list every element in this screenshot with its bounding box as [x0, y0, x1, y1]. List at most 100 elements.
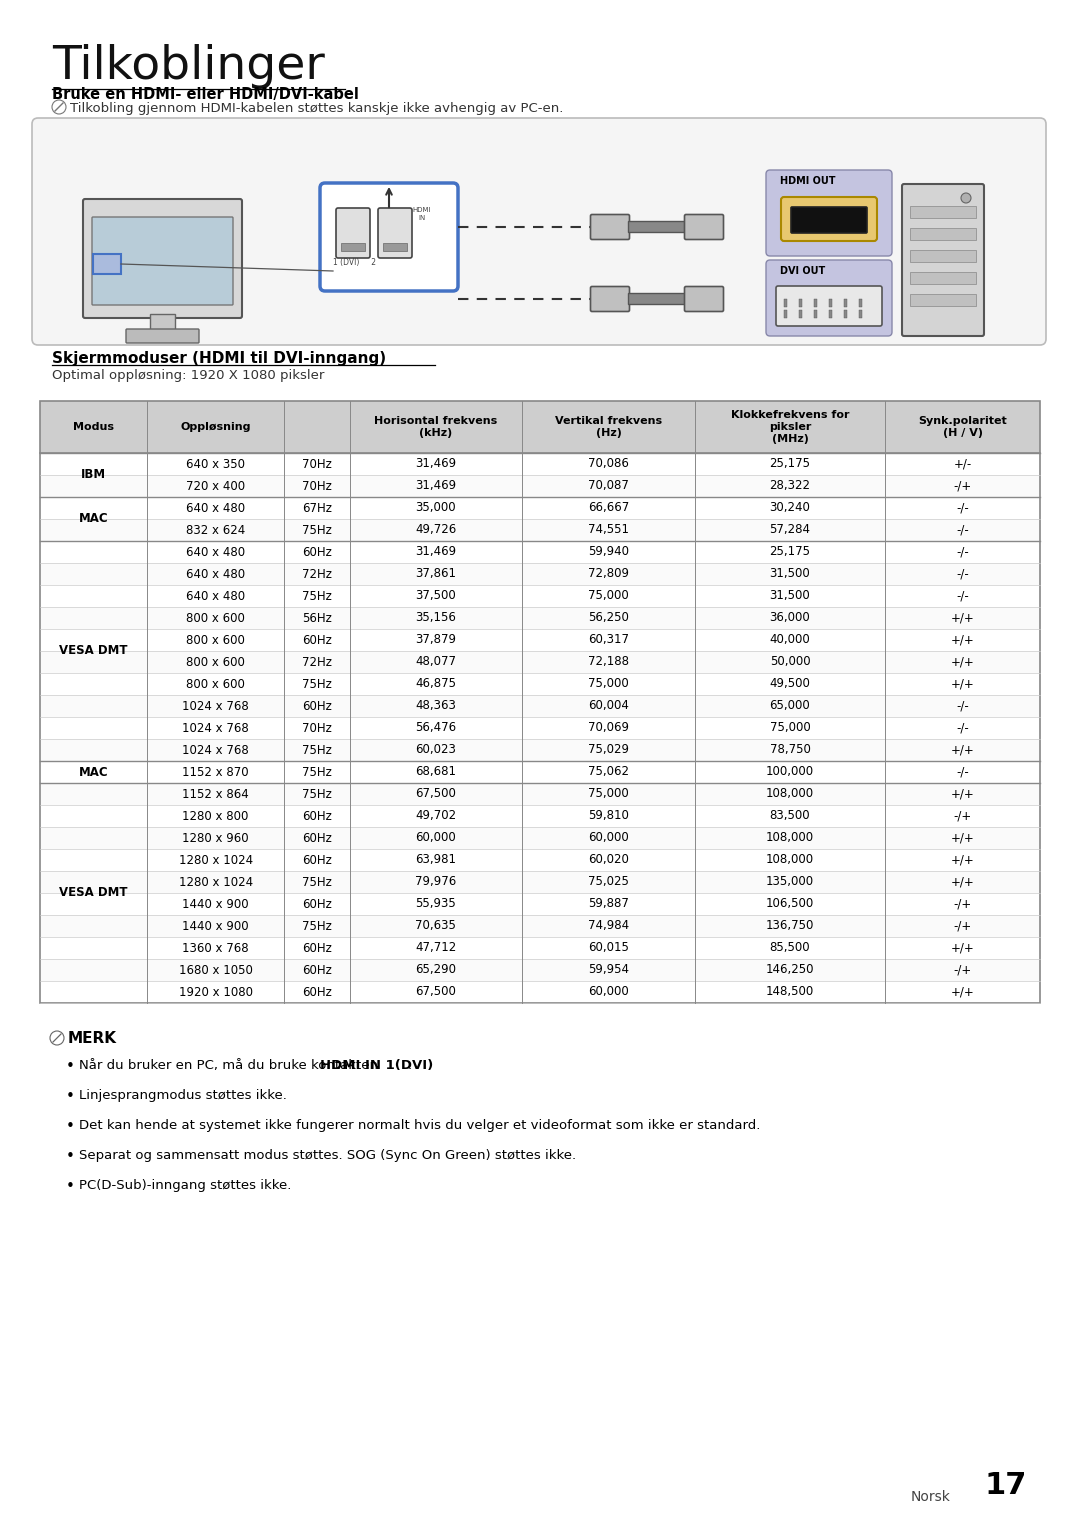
- Text: 75Hz: 75Hz: [301, 765, 332, 778]
- Bar: [910, 206, 976, 218]
- Bar: [40, 476, 1040, 497]
- FancyBboxPatch shape: [378, 209, 411, 258]
- Text: Modus: Modus: [73, 422, 114, 433]
- Text: 100,000: 100,000: [766, 765, 814, 778]
- Text: 60,020: 60,020: [588, 853, 629, 867]
- Text: 74,984: 74,984: [588, 919, 629, 933]
- Text: MERK: MERK: [68, 1031, 117, 1046]
- FancyBboxPatch shape: [766, 170, 892, 256]
- Text: 30,240: 30,240: [770, 502, 810, 514]
- Text: 108,000: 108,000: [766, 787, 814, 801]
- Text: 135,000: 135,000: [766, 876, 814, 888]
- Text: •: •: [66, 1058, 75, 1074]
- Text: 108,000: 108,000: [766, 831, 814, 845]
- Text: 60Hz: 60Hz: [301, 700, 332, 712]
- Text: +/+: +/+: [950, 985, 974, 999]
- Text: Skjermmoduser (HDMI til DVI-inngang): Skjermmoduser (HDMI til DVI-inngang): [52, 351, 387, 367]
- Text: 832 x 624: 832 x 624: [186, 523, 245, 537]
- Text: 1360 x 768: 1360 x 768: [183, 942, 248, 954]
- Bar: [40, 400, 1040, 453]
- Text: 72Hz: 72Hz: [301, 568, 332, 580]
- Bar: [910, 272, 976, 284]
- Bar: [829, 299, 832, 307]
- Text: 60Hz: 60Hz: [301, 897, 332, 911]
- Text: DVI OUT: DVI OUT: [780, 265, 825, 276]
- Text: •: •: [66, 1149, 75, 1164]
- Bar: [910, 229, 976, 239]
- Text: 146,250: 146,250: [766, 963, 814, 977]
- Circle shape: [961, 193, 971, 202]
- Text: 49,726: 49,726: [415, 523, 457, 537]
- Text: •: •: [66, 1118, 75, 1134]
- Bar: [40, 497, 1040, 518]
- Bar: [40, 959, 1040, 982]
- FancyBboxPatch shape: [902, 184, 984, 336]
- Text: -/-: -/-: [956, 765, 969, 778]
- Text: •: •: [66, 1089, 75, 1104]
- Text: +/+: +/+: [950, 612, 974, 624]
- FancyBboxPatch shape: [685, 287, 724, 311]
- Text: 60,317: 60,317: [588, 634, 629, 646]
- Text: 640 x 480: 640 x 480: [186, 568, 245, 580]
- Bar: [40, 563, 1040, 584]
- Text: -/-: -/-: [956, 523, 969, 537]
- Text: 65,000: 65,000: [770, 700, 810, 712]
- Bar: [627, 293, 686, 304]
- FancyBboxPatch shape: [92, 216, 233, 305]
- FancyBboxPatch shape: [591, 215, 630, 239]
- Text: Tilkoblinger: Tilkoblinger: [52, 44, 325, 89]
- Text: 37,879: 37,879: [416, 634, 457, 646]
- Text: 31,500: 31,500: [770, 568, 810, 580]
- Text: 78,750: 78,750: [770, 744, 810, 756]
- Text: 1152 x 864: 1152 x 864: [183, 787, 249, 801]
- Text: Oppløsning: Oppløsning: [180, 422, 251, 433]
- Text: 60Hz: 60Hz: [301, 942, 332, 954]
- Text: 1152 x 870: 1152 x 870: [183, 765, 248, 778]
- Text: HDMI IN 1(DVI): HDMI IN 1(DVI): [320, 1058, 433, 1072]
- Text: 72,188: 72,188: [588, 655, 629, 669]
- Text: 1440 x 900: 1440 x 900: [183, 897, 248, 911]
- Text: 75Hz: 75Hz: [301, 589, 332, 603]
- Text: 640 x 480: 640 x 480: [186, 502, 245, 514]
- Text: 640 x 350: 640 x 350: [186, 457, 245, 471]
- Text: 1280 x 800: 1280 x 800: [183, 810, 248, 822]
- Text: +/+: +/+: [950, 853, 974, 867]
- Text: 59,887: 59,887: [588, 897, 629, 911]
- Text: 75Hz: 75Hz: [301, 787, 332, 801]
- Text: .: .: [408, 1058, 413, 1072]
- Text: 1024 x 768: 1024 x 768: [183, 700, 249, 712]
- Text: 85,500: 85,500: [770, 942, 810, 954]
- Text: 48,363: 48,363: [416, 700, 456, 712]
- Text: 49,500: 49,500: [770, 678, 810, 690]
- Bar: [40, 893, 1040, 914]
- FancyBboxPatch shape: [32, 118, 1047, 345]
- Bar: [150, 314, 175, 331]
- Bar: [383, 242, 407, 252]
- Text: 67Hz: 67Hz: [301, 502, 332, 514]
- Text: PC(D-Sub)-inngang støttes ikke.: PC(D-Sub)-inngang støttes ikke.: [79, 1180, 292, 1192]
- Text: 55,935: 55,935: [416, 897, 456, 911]
- Text: HDMI
IN: HDMI IN: [413, 207, 431, 221]
- Text: 1280 x 1024: 1280 x 1024: [178, 876, 253, 888]
- Bar: [40, 400, 1040, 1003]
- Text: VESA DMT: VESA DMT: [59, 644, 127, 658]
- Text: +/+: +/+: [950, 876, 974, 888]
- Text: 65,290: 65,290: [416, 963, 457, 977]
- Bar: [784, 299, 787, 307]
- Text: Når du bruker en PC, må du bruke kontakten: Når du bruker en PC, må du bruke kontakt…: [79, 1058, 382, 1072]
- Text: 1024 x 768: 1024 x 768: [183, 721, 249, 735]
- Text: 75,025: 75,025: [588, 876, 629, 888]
- Bar: [799, 310, 802, 318]
- Text: HDMI OUT: HDMI OUT: [780, 176, 836, 186]
- Bar: [910, 250, 976, 262]
- Text: 1920 x 1080: 1920 x 1080: [178, 985, 253, 999]
- Text: Klokkefrekvens for
piksler
(MHz): Klokkefrekvens for piksler (MHz): [731, 411, 849, 443]
- Text: +/+: +/+: [950, 634, 974, 646]
- Text: 70,086: 70,086: [588, 457, 629, 471]
- Bar: [627, 221, 686, 232]
- Text: Separat og sammensatt modus støttes. SOG (Sync On Green) støttes ikke.: Separat og sammensatt modus støttes. SOG…: [79, 1149, 576, 1161]
- Text: 800 x 600: 800 x 600: [186, 634, 245, 646]
- Text: 74,551: 74,551: [588, 523, 629, 537]
- Text: 35,000: 35,000: [416, 502, 456, 514]
- Text: 60Hz: 60Hz: [301, 634, 332, 646]
